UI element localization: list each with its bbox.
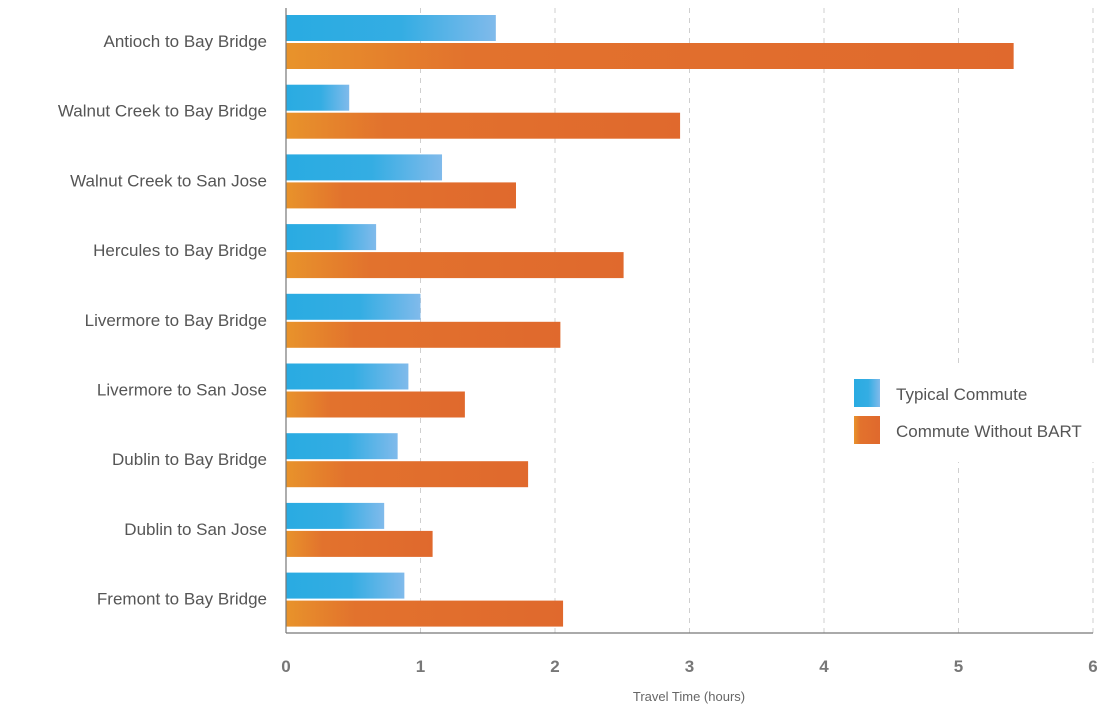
category-label: Hercules to Bay Bridge — [93, 241, 267, 260]
x-tick-label: 4 — [819, 657, 829, 676]
bar-typical-commute-livermore-to-bay-bridge — [286, 293, 421, 320]
legend-swatch-commute-without-bart — [854, 416, 880, 444]
category-label: Dublin to San Jose — [124, 520, 267, 539]
x-tick-label: 0 — [281, 657, 290, 676]
category-label: Livermore to Bay Bridge — [85, 311, 267, 330]
x-axis-title: Travel Time (hours) — [633, 689, 745, 704]
category-label: Dublin to Bay Bridge — [112, 450, 267, 469]
bar-typical-commute-livermore-to-san-jose — [286, 363, 409, 390]
category-label: Livermore to San Jose — [97, 381, 267, 400]
x-tick-label: 2 — [550, 657, 559, 676]
legend-background — [845, 365, 1107, 462]
legend-swatch-typical-commute — [854, 379, 880, 407]
category-labels: Antioch to Bay Bridge Walnut Creek to Bay… — [58, 32, 267, 609]
bar-commute-without-bart-walnut-creek-to-bay-bridge — [286, 112, 681, 139]
axes — [285, 8, 1093, 634]
x-tick-label: 1 — [416, 657, 425, 676]
x-tick-label: 6 — [1088, 657, 1097, 676]
legend-label-commute-without-bart: Commute Without BART — [896, 422, 1082, 441]
bars — [286, 15, 1014, 627]
category-label: Antioch to Bay Bridge — [104, 32, 267, 51]
bar-typical-commute-fremont-to-bay-bridge — [286, 572, 405, 599]
grid-lines — [420, 8, 1094, 633]
bar-commute-without-bart-antioch-to-bay-bridge — [286, 43, 1014, 69]
legend: Typical Commute Commute Without BART — [845, 365, 1107, 462]
x-tick-label: 3 — [685, 657, 694, 676]
category-label: Walnut Creek to San Jose — [70, 171, 267, 190]
category-label: Walnut Creek to Bay Bridge — [58, 102, 267, 121]
bar-commute-without-bart-livermore-to-bay-bridge — [286, 321, 561, 348]
bar-typical-commute-walnut-creek-to-bay-bridge — [286, 84, 350, 111]
x-tick-label: 5 — [954, 657, 963, 676]
bar-commute-without-bart-dublin-to-bay-bridge — [286, 461, 529, 488]
bar-commute-without-bart-dublin-to-san-jose — [286, 530, 433, 557]
tick-labels: 0 1 2 3 4 5 6 — [281, 657, 1097, 676]
legend-label-typical-commute: Typical Commute — [896, 385, 1027, 404]
bar-commute-without-bart-livermore-to-san-jose — [286, 391, 465, 418]
bar-typical-commute-walnut-creek-to-san-jose — [286, 154, 443, 181]
bar-typical-commute-dublin-to-bay-bridge — [286, 433, 398, 460]
bar-commute-without-bart-hercules-to-bay-bridge — [286, 252, 624, 279]
bar-commute-without-bart-fremont-to-bay-bridge — [286, 600, 564, 627]
bar-commute-without-bart-walnut-creek-to-san-jose — [286, 182, 516, 209]
category-label: Fremont to Bay Bridge — [97, 590, 267, 609]
bar-typical-commute-hercules-to-bay-bridge — [286, 224, 377, 251]
bar-typical-commute-antioch-to-bay-bridge — [286, 15, 496, 41]
bar-typical-commute-dublin-to-san-jose — [286, 502, 385, 529]
